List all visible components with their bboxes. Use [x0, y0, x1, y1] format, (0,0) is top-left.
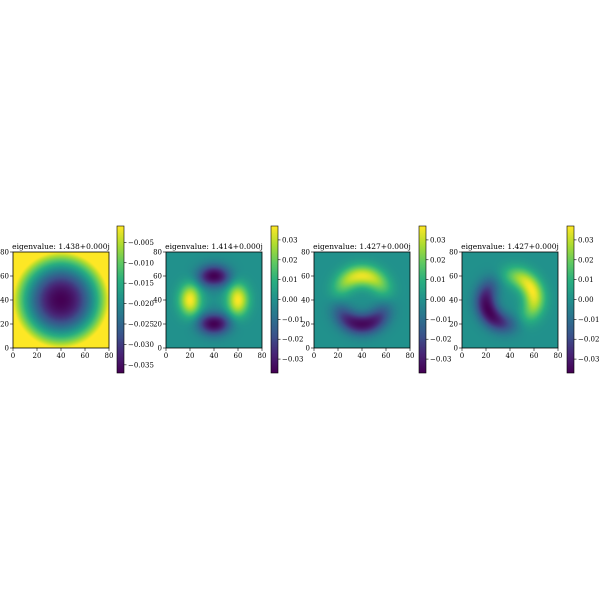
x-tick-label: 0 — [164, 352, 168, 360]
y-tick-label: 0 — [158, 345, 162, 353]
colorbar-gradient — [271, 226, 278, 373]
chart-title: eigenvalue: 1.427+0.000j — [313, 242, 411, 251]
y-tick-label: 80 — [449, 249, 458, 257]
x-tick-label: 80 — [554, 352, 563, 360]
colorbar-tick-label: 0.02 — [430, 256, 446, 264]
x-tick-label: 0 — [460, 352, 464, 360]
colorbar-tick-label: 0.01 — [578, 276, 594, 284]
x-tick-label: 80 — [105, 352, 114, 360]
y-tick-label: 60 — [153, 273, 162, 281]
colorbar-tick-label: −0.02 — [430, 336, 451, 344]
x-tick-label: 20 — [482, 352, 491, 360]
y-tick-label: 20 — [0, 321, 9, 329]
y-tick-label: 60 — [301, 273, 310, 281]
chart-title: eigenvalue: 1.414+0.000j — [165, 242, 263, 251]
heatmap-image — [462, 252, 558, 348]
colorbar-tick-label: −0.01 — [430, 316, 451, 324]
colorbar-tick-label: −0.03 — [578, 356, 599, 364]
y-tick-label: 40 — [0, 297, 9, 305]
x-tick-label: 20 — [33, 352, 42, 360]
y-tick-label: 80 — [301, 249, 310, 257]
colorbar-tick-label: 0.00 — [430, 296, 446, 304]
colorbar-tick-label: 0.02 — [282, 256, 298, 264]
colorbar-tick-label: −0.03 — [430, 356, 451, 364]
colorbar-tick-label: −0.01 — [282, 316, 303, 324]
x-tick-label: 40 — [57, 352, 66, 360]
chart-panel-4: eigenvalue: 1.427+0.000j 0 20 40 60 80 0 20 40 60… — [449, 225, 599, 374]
colorbar-gradient — [419, 226, 426, 373]
colorbar-tick-label: 0.00 — [282, 296, 298, 304]
x-tick-label: 60 — [81, 352, 90, 360]
y-tick-label: 0 — [5, 345, 9, 353]
chart-panel-3: eigenvalue: 1.427+0.000j 0 20 40 60 80 0 20 40 60… — [301, 225, 451, 374]
chart-title: eigenvalue: 1.438+0.000j — [12, 242, 110, 251]
x-tick-label: 20 — [334, 352, 343, 360]
y-tick-label: 80 — [153, 249, 162, 257]
colorbar-tick-label: −0.020 — [128, 300, 154, 308]
colorbar-tick-label: 0.00 — [578, 296, 594, 304]
colorbar-tick-label: −0.005 — [128, 239, 154, 247]
y-tick-label: 0 — [454, 345, 458, 353]
chart-panel-2: eigenvalue: 1.414+0.000j 0 20 40 60 80 0 20 40 60… — [153, 225, 303, 374]
colorbar-tick-label: −0.010 — [128, 259, 154, 267]
chart-panel-1: eigenvalue: 1.438+0.000j 0 20 40 60 80 0 20 40 60… — [0, 225, 154, 374]
x-tick-label: 0 — [312, 352, 316, 360]
colorbar-tick-label: 0.03 — [282, 236, 298, 244]
colorbar-tick-label: −0.01 — [578, 316, 599, 324]
y-tick-label: 20 — [449, 321, 458, 329]
colorbar-tick-label: −0.025 — [128, 321, 154, 329]
x-tick-label: 40 — [506, 352, 515, 360]
x-tick-label: 0 — [11, 352, 15, 360]
x-tick-label: 40 — [358, 352, 367, 360]
y-tick-label: 80 — [0, 249, 9, 257]
heatmap-image — [166, 252, 262, 348]
colorbar-tick-label: 0.01 — [282, 276, 298, 284]
heatmap-image — [314, 252, 410, 348]
colorbar-tick-label: 0.02 — [578, 256, 594, 264]
colorbar-gradient — [567, 226, 574, 373]
x-tick-label: 60 — [234, 352, 243, 360]
colorbar-frame — [116, 225, 125, 374]
colorbar-tick-label: −0.030 — [128, 341, 154, 349]
colorbar-tick-label: −0.03 — [282, 356, 303, 364]
y-tick-label: 0 — [306, 345, 310, 353]
x-tick-label: 60 — [382, 352, 391, 360]
chart-title: eigenvalue: 1.427+0.000j — [461, 242, 559, 251]
y-tick-label: 20 — [153, 321, 162, 329]
x-tick-label: 60 — [530, 352, 539, 360]
colorbar-tick-label: −0.02 — [578, 336, 599, 344]
y-tick-label: 40 — [449, 297, 458, 305]
colorbar-tick-label: 0.01 — [430, 276, 446, 284]
y-tick-label: 40 — [153, 297, 162, 305]
heatmap-image — [13, 252, 109, 348]
colorbar-tick-label: 0.03 — [430, 236, 446, 244]
colorbar-gradient — [117, 226, 124, 373]
y-tick-label: 60 — [0, 273, 9, 281]
x-tick-label: 40 — [210, 352, 219, 360]
colorbar-tick-label: 0.03 — [578, 236, 594, 244]
colorbar-tick-label: −0.015 — [128, 280, 154, 288]
x-tick-label: 20 — [186, 352, 195, 360]
y-tick-label: 40 — [301, 297, 310, 305]
x-tick-label: 80 — [406, 352, 415, 360]
colorbar-tick-label: −0.02 — [282, 336, 303, 344]
colorbar-tick-label: −0.035 — [128, 361, 154, 369]
y-tick-label: 20 — [301, 321, 310, 329]
x-tick-label: 80 — [258, 352, 267, 360]
y-tick-label: 60 — [449, 273, 458, 281]
